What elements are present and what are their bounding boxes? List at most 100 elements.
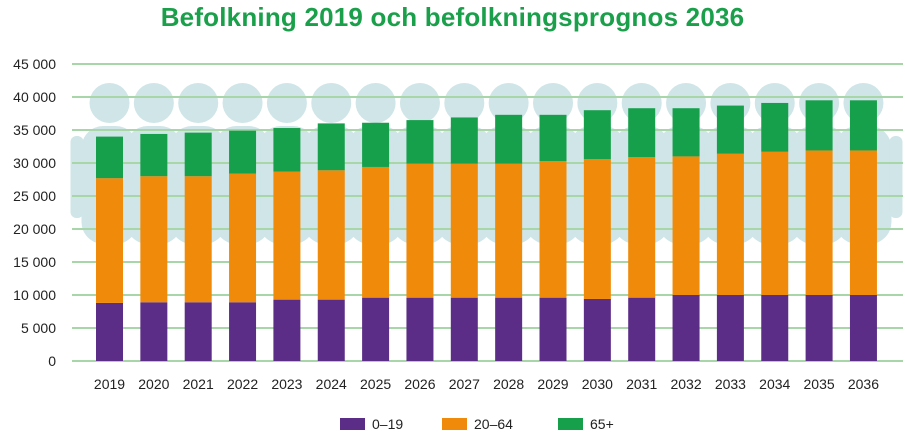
x-tick-label: 2033 <box>715 376 746 392</box>
bar-stack-2030 <box>583 110 611 361</box>
bar-segment <box>184 132 212 177</box>
bar-stack-2025 <box>362 122 390 361</box>
bar-segment <box>672 156 700 295</box>
legend-label: 65+ <box>590 416 614 432</box>
bar-stack-2026 <box>406 120 434 361</box>
legend: 0–19 20–64 65+ <box>340 416 614 432</box>
x-tick-label: 2032 <box>670 376 701 392</box>
x-tick-label: 2021 <box>183 376 214 392</box>
bar-segment <box>539 161 567 298</box>
bar-segment <box>140 176 168 303</box>
bar-stack-2031 <box>628 108 656 361</box>
bar-stack-2036 <box>849 100 877 361</box>
y-tick-label: 10 000 <box>13 287 56 303</box>
bar-segment <box>317 299 345 361</box>
legend-swatch <box>558 418 583 430</box>
bar-segment <box>273 128 301 172</box>
bar-stack-2021 <box>184 132 212 361</box>
bar-stack-2029 <box>539 114 567 361</box>
legend-swatch <box>442 418 467 430</box>
bar-segment <box>761 151 789 295</box>
x-tick-label: 2031 <box>626 376 657 392</box>
legend-label: 0–19 <box>372 416 403 432</box>
bar-segment <box>273 299 301 361</box>
bar-segment <box>716 105 744 154</box>
y-tick-label: 35 000 <box>13 122 56 138</box>
bar-segment <box>805 100 833 151</box>
bar-segment <box>672 108 700 157</box>
bar-segment <box>229 130 257 174</box>
x-tick-label: 2022 <box>227 376 258 392</box>
bar-segment <box>140 302 168 361</box>
bar-segment <box>495 297 523 361</box>
x-tick-label: 2034 <box>759 376 790 392</box>
x-tick-label: 2026 <box>404 376 435 392</box>
bar-segment <box>761 102 789 152</box>
x-tick-label: 2028 <box>493 376 524 392</box>
bar-stack-2027 <box>450 117 478 361</box>
bar-segment <box>96 302 123 361</box>
x-tick-label: 2020 <box>138 376 169 392</box>
x-tick-label: 2023 <box>271 376 302 392</box>
bar-segment <box>849 295 877 361</box>
bar-segment <box>362 122 390 167</box>
bar-stack-2033 <box>716 105 744 361</box>
legend-item: 65+ <box>558 416 614 432</box>
y-tick-label: 15 000 <box>13 254 56 270</box>
bar-segment <box>362 166 390 298</box>
bar-segment <box>96 178 123 303</box>
bar-segment <box>317 123 345 171</box>
y-tick-label: 5 000 <box>21 320 56 336</box>
x-tick-label: 2027 <box>449 376 480 392</box>
bar-stack-2032 <box>672 108 700 361</box>
bar-segment <box>761 295 789 361</box>
bar-segment <box>672 295 700 361</box>
bar-segment <box>628 108 656 158</box>
y-tick-label: 20 000 <box>13 221 56 237</box>
y-tick-label: 0 <box>48 353 56 369</box>
bar-segment <box>628 157 656 298</box>
bar-segment <box>450 297 478 361</box>
legend-item: 20–64 <box>442 416 513 432</box>
bar-segment <box>229 302 257 361</box>
bar-stack-2028 <box>495 114 523 361</box>
bar-stack-2035 <box>805 100 833 361</box>
bar-segment <box>805 150 833 295</box>
bar-segment <box>317 170 345 300</box>
legend-swatch <box>340 418 365 430</box>
bar-segment <box>140 133 168 177</box>
y-axis-tick-labels: 0 5 000 10 000 15 000 20 000 25 000 30 000 35 0… <box>13 56 56 369</box>
bar-segment <box>583 159 611 299</box>
y-tick-label: 25 000 <box>13 188 56 204</box>
bar-segment <box>539 297 567 361</box>
bar-segment <box>716 295 744 361</box>
x-tick-label: 2036 <box>848 376 879 392</box>
legend-item: 0–19 <box>340 416 403 432</box>
bar-segment <box>406 163 434 298</box>
x-tick-label: 2025 <box>360 376 391 392</box>
bar-segment <box>362 297 390 361</box>
x-tick-label: 2029 <box>537 376 568 392</box>
bar-segment <box>805 295 833 361</box>
bar-segment <box>849 150 877 295</box>
bar-stack-2024 <box>317 123 345 361</box>
bar-segment <box>406 120 434 164</box>
y-tick-label: 45 000 <box>13 56 56 72</box>
bar-stack-2034 <box>761 102 789 361</box>
bar-segment <box>583 298 611 361</box>
bar-segment <box>273 171 301 300</box>
bar-segment <box>495 163 523 298</box>
x-tick-label: 2030 <box>582 376 613 392</box>
bar-segment <box>628 297 656 361</box>
bar-segment <box>539 114 567 162</box>
x-tick-label: 2035 <box>804 376 835 392</box>
bar-segment <box>716 153 744 295</box>
chart-title: Befolkning 2019 och befolkningsprognos 2… <box>160 2 745 32</box>
bar-stack-2019 <box>96 136 123 361</box>
bar-segment <box>96 136 123 179</box>
bar-segment <box>184 302 212 361</box>
bar-segment <box>450 163 478 298</box>
bar-stack-2023 <box>273 128 301 361</box>
legend-label: 20–64 <box>474 416 513 432</box>
